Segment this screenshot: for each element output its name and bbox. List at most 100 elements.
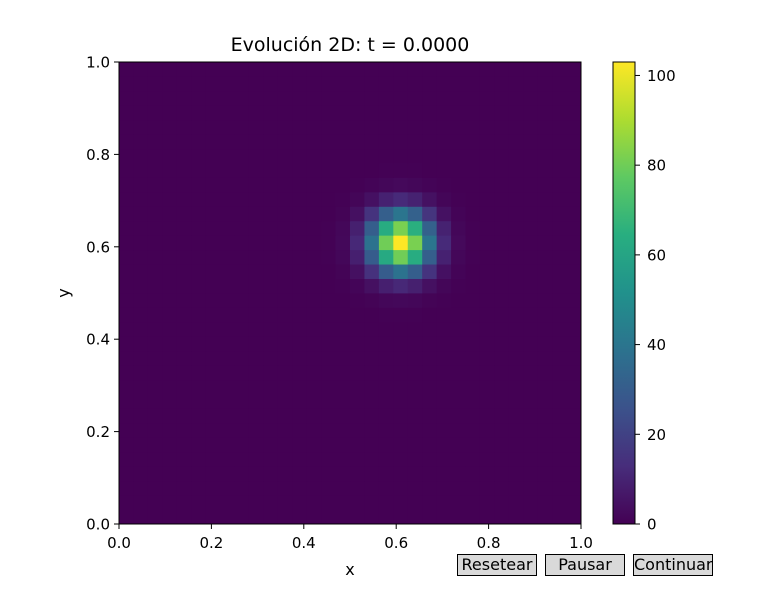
heatmap-cell — [133, 321, 149, 337]
heatmap-cell — [191, 321, 207, 337]
heatmap-cell — [119, 105, 134, 121]
y-axis-label: y — [54, 288, 73, 297]
heatmap-cell — [566, 235, 582, 251]
heatmap-cell — [263, 278, 279, 294]
heatmap-cell — [191, 336, 207, 352]
heatmap-cell — [263, 235, 279, 251]
heatmap-cell — [436, 134, 452, 150]
heatmap-cell — [191, 437, 207, 453]
heatmap-cell — [566, 105, 582, 121]
heatmap-cell — [277, 163, 293, 178]
heatmap-cell — [321, 437, 336, 453]
heatmap-cell — [537, 437, 553, 453]
heatmap-cell — [465, 495, 481, 510]
heatmap-cell — [162, 466, 178, 482]
heatmap-cell — [378, 206, 394, 222]
y-axis: 0.0 0.2 0.4 0.6 0.8 1.0 — [86, 54, 119, 534]
heatmap-cell — [176, 321, 192, 337]
heatmap-cell — [422, 62, 438, 77]
heatmap-cell — [494, 119, 510, 135]
heatmap-cell — [537, 495, 553, 510]
heatmap-cell — [277, 422, 293, 438]
heatmap-cell — [292, 451, 308, 467]
heatmap-cell — [350, 278, 365, 294]
heatmap-cell — [451, 134, 466, 150]
heatmap-cell — [350, 134, 365, 150]
heatmap-cell — [306, 235, 322, 251]
heatmap-cell — [508, 90, 524, 106]
heatmap-cell — [422, 365, 438, 381]
heatmap-cell — [306, 148, 322, 164]
heatmap-cell — [494, 90, 510, 106]
heatmap-cell — [220, 451, 235, 467]
heatmap-cell — [191, 350, 207, 366]
heatmap-cell — [205, 235, 221, 251]
heatmap-cell — [494, 394, 510, 409]
heatmap-cell — [248, 177, 264, 193]
heatmap-cell — [436, 278, 452, 294]
heatmap-cell — [220, 249, 235, 265]
heatmap-cell — [277, 307, 293, 323]
reset-button[interactable]: Resetear — [457, 554, 537, 576]
heatmap-cell — [321, 350, 336, 366]
heatmap-cell — [335, 336, 351, 352]
heatmap-cell — [306, 509, 322, 525]
heatmap-cell — [350, 62, 365, 77]
heatmap-cell — [566, 509, 582, 525]
heatmap-cell — [451, 105, 466, 121]
heatmap-cell — [176, 379, 192, 395]
heatmap-cell — [451, 177, 466, 193]
heatmap-cell — [234, 307, 250, 323]
heatmap-cell — [523, 336, 539, 352]
heatmap-cell — [335, 365, 351, 381]
pause-button[interactable]: Pausar — [545, 554, 625, 576]
heatmap-cell — [566, 365, 582, 381]
heatmap-cell — [552, 119, 567, 135]
heatmap-cell — [335, 495, 351, 510]
heatmap-cell — [292, 495, 308, 510]
heatmap-cell — [494, 437, 510, 453]
heatmap-cell — [263, 206, 279, 222]
heatmap-cell — [277, 293, 293, 308]
heatmap-cell — [205, 336, 221, 352]
heatmap-cell — [176, 249, 192, 265]
heatmap-cell — [407, 509, 423, 525]
heatmap-cell — [364, 148, 380, 164]
heatmap-cell — [523, 379, 539, 395]
heatmap-cell — [306, 119, 322, 135]
heatmap-cell — [465, 422, 481, 438]
heatmap-cell — [248, 466, 264, 482]
colorbar-axis: 0 20 40 60 80 100 — [635, 67, 676, 534]
x-axis-label: x — [345, 560, 354, 579]
heatmap-cell — [436, 235, 452, 251]
heatmap-cell — [263, 379, 279, 395]
heatmap-cell — [277, 249, 293, 265]
heatmap-cell — [263, 105, 279, 121]
heatmap-cell — [508, 480, 524, 496]
heatmap-cell — [263, 119, 279, 135]
heatmap-cell — [479, 220, 495, 236]
heatmap-cell — [119, 336, 134, 352]
heatmap-cell — [393, 76, 409, 92]
heatmap-cell — [465, 105, 481, 121]
heatmap-cell — [234, 451, 250, 467]
heatmap-cell — [248, 134, 264, 150]
heatmap-cell — [176, 264, 192, 279]
continue-button[interactable]: Continuar — [633, 554, 713, 576]
heatmap-cell — [465, 408, 481, 424]
heatmap-cell — [552, 206, 567, 222]
heatmap-cell — [306, 437, 322, 453]
heatmap-cell — [335, 422, 351, 438]
heatmap-cell — [494, 163, 510, 178]
heatmap-cell — [248, 206, 264, 222]
heatmap-cell — [393, 206, 409, 222]
heatmap-cell — [479, 394, 495, 409]
heatmap-cell — [378, 379, 394, 395]
heatmap-cell — [508, 379, 524, 395]
heatmap-cell — [147, 437, 163, 453]
heatmap-cell — [508, 235, 524, 251]
heatmap-cell — [162, 408, 178, 424]
heatmap-cell — [364, 220, 380, 236]
heatmap-cell — [335, 105, 351, 121]
heatmap-cell — [306, 264, 322, 279]
